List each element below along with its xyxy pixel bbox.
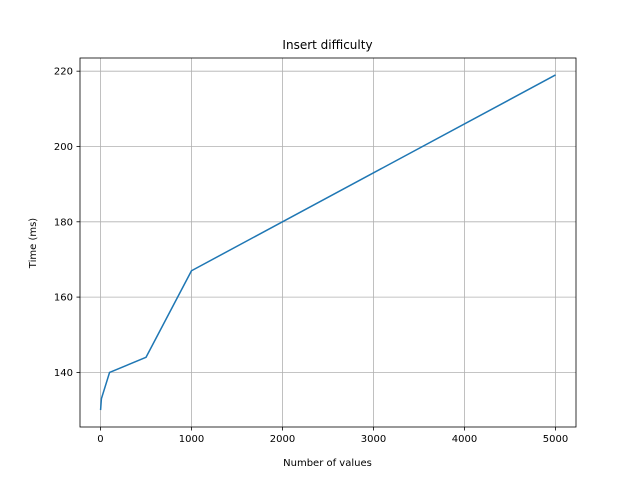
series-line-0: [99, 74, 556, 411]
y-axis-title: Time (ms): [28, 218, 39, 270]
y-tick-label: 220: [54, 67, 73, 78]
series-layer: [99, 74, 556, 411]
x-tick-label: 2000: [270, 434, 295, 445]
grid-lines: [80, 58, 576, 427]
axis-ticks: 0 1000 2000 3000 4000 5000 140 160 180 200 220: [54, 67, 568, 445]
x-tick-label: 3000: [361, 434, 386, 445]
y-tick-label: 200: [54, 142, 73, 153]
x-tick-label: 1000: [179, 434, 204, 445]
x-tick-label: 0: [97, 434, 103, 445]
chart-title: Insert difficulty: [282, 38, 372, 52]
x-tick-label: 5000: [543, 434, 568, 445]
y-tick-label: 160: [54, 293, 73, 304]
x-tick-label: 4000: [452, 434, 477, 445]
y-tick-label: 180: [54, 217, 73, 228]
y-tick-label: 140: [54, 368, 73, 379]
x-axis-title: Number of values: [283, 458, 372, 469]
plot-frame: [79, 57, 577, 428]
